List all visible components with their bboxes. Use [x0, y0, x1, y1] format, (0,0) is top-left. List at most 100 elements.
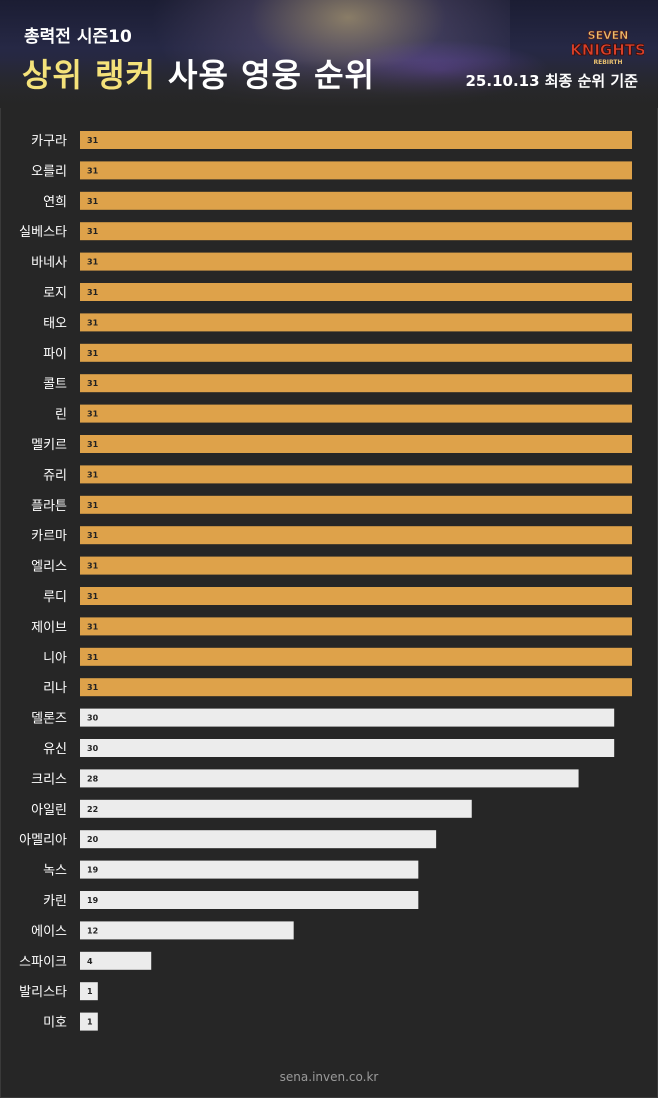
category-label: 멜키르 — [31, 438, 67, 453]
bar — [80, 708, 615, 727]
category-label: 발리스타 — [19, 985, 67, 1000]
value-label: 31 — [87, 379, 99, 388]
category-label: 아일린 — [31, 803, 67, 818]
category-label: 녹스 — [43, 864, 67, 879]
bar — [80, 404, 632, 423]
header-banner: 총력전 시즌10 상위 랭커 사용 영웅 순위 25.10.13 최종 순위 기… — [0, 0, 658, 108]
value-label: 22 — [87, 805, 98, 814]
bar — [80, 465, 632, 484]
category-label: 크리스 — [31, 772, 67, 787]
category-label: 에이스 — [31, 924, 67, 939]
value-label: 12 — [87, 926, 98, 935]
value-label: 31 — [87, 318, 99, 327]
svg-text:REBIRTH: REBIRTH — [594, 59, 623, 66]
value-label: 30 — [87, 714, 99, 723]
value-label: 31 — [87, 197, 99, 206]
bar — [80, 860, 419, 879]
bar — [80, 435, 632, 453]
value-label: 31 — [87, 622, 99, 631]
bar — [80, 769, 579, 788]
value-label: 31 — [87, 592, 99, 601]
bar — [80, 587, 632, 605]
category-label: 니아 — [43, 651, 67, 666]
bar — [80, 283, 632, 301]
bar — [80, 191, 632, 210]
category-label: 카구라 — [31, 134, 67, 149]
bar — [80, 951, 152, 970]
bar — [80, 556, 632, 575]
category-label: 아멜리아 — [19, 833, 67, 848]
page-title: 상위 랭커 사용 영웅 순위 — [22, 50, 375, 96]
value-label: 31 — [87, 562, 99, 571]
value-label: 1 — [87, 1018, 93, 1027]
value-label: 19 — [87, 896, 99, 905]
value-label: 4 — [87, 957, 93, 966]
value-label: 31 — [87, 227, 99, 236]
category-label: 실베스타 — [19, 225, 67, 240]
bar — [80, 526, 632, 545]
bar — [80, 252, 632, 271]
bar — [80, 343, 632, 362]
value-label: 31 — [87, 258, 99, 267]
source-footer: sena.inven.co.kr — [279, 1070, 379, 1084]
value-label: 1 — [87, 987, 93, 996]
category-label: 태오 — [43, 316, 67, 331]
bar — [80, 739, 615, 757]
category-label: 스파이크 — [19, 955, 67, 970]
bar — [80, 131, 632, 149]
bar — [80, 1012, 98, 1031]
bar — [80, 678, 632, 697]
bar — [80, 617, 632, 636]
category-label: 미호 — [43, 1016, 67, 1031]
category-label: 엘리스 — [31, 560, 67, 575]
bar — [80, 313, 632, 332]
svg-text:SEVEN: SEVEN — [588, 29, 629, 42]
category-label: 제이브 — [31, 620, 67, 635]
value-label: 31 — [87, 501, 99, 510]
value-label: 31 — [87, 166, 99, 175]
bar — [80, 799, 472, 818]
category-label: 유신 — [43, 742, 67, 757]
bar — [80, 495, 632, 514]
bar — [80, 374, 632, 393]
category-label: 콜트 — [43, 377, 67, 392]
value-label: 31 — [87, 683, 99, 692]
category-label: 쥬리 — [43, 468, 67, 483]
title-rest: 사용 영웅 순위 — [168, 56, 375, 94]
bar — [80, 921, 294, 940]
value-label: 31 — [87, 136, 99, 145]
value-label: 30 — [87, 744, 99, 753]
value-label: 20 — [87, 835, 99, 844]
game-logo: SEVEN KNIGHTS REBIRTH — [572, 29, 644, 66]
bar — [80, 891, 419, 909]
category-label: 로지 — [43, 286, 67, 301]
value-label: 31 — [87, 470, 99, 479]
value-label: 31 — [87, 349, 99, 358]
value-label: 31 — [87, 531, 99, 540]
bar — [80, 647, 632, 666]
banner-fade — [0, 60, 658, 108]
bar — [80, 830, 437, 849]
category-label: 루디 — [43, 590, 67, 605]
bar — [80, 161, 632, 180]
title-highlight: 상위 랭커 — [22, 56, 156, 94]
category-label: 파이 — [43, 347, 67, 362]
category-label: 카르마 — [31, 529, 67, 544]
value-label: 19 — [87, 866, 99, 875]
value-label: 28 — [87, 774, 99, 783]
value-label: 31 — [87, 440, 99, 449]
category-label: 델론즈 — [31, 712, 67, 727]
category-label: 린 — [55, 408, 67, 423]
category-label: 오를리 — [31, 164, 67, 179]
page-subtitle: 총력전 시즌10 — [24, 27, 132, 47]
category-label: 리나 — [43, 681, 67, 696]
value-label: 31 — [87, 288, 99, 297]
category-label: 바네사 — [31, 256, 67, 271]
value-label: 31 — [87, 653, 99, 662]
bar-chart: 카구라 31 오를리 31 연희 31 실베스타 31 바네사 31 로지 31 태오 31 파이 31 콜트 3… — [19, 131, 632, 1031]
bar — [80, 982, 98, 1001]
bar — [80, 222, 632, 241]
date-note: 25.10.13 최종 순위 기준 — [465, 72, 639, 90]
category-label: 카린 — [43, 894, 67, 909]
svg-text:KNIGHTS: KNIGHTS — [572, 41, 644, 59]
